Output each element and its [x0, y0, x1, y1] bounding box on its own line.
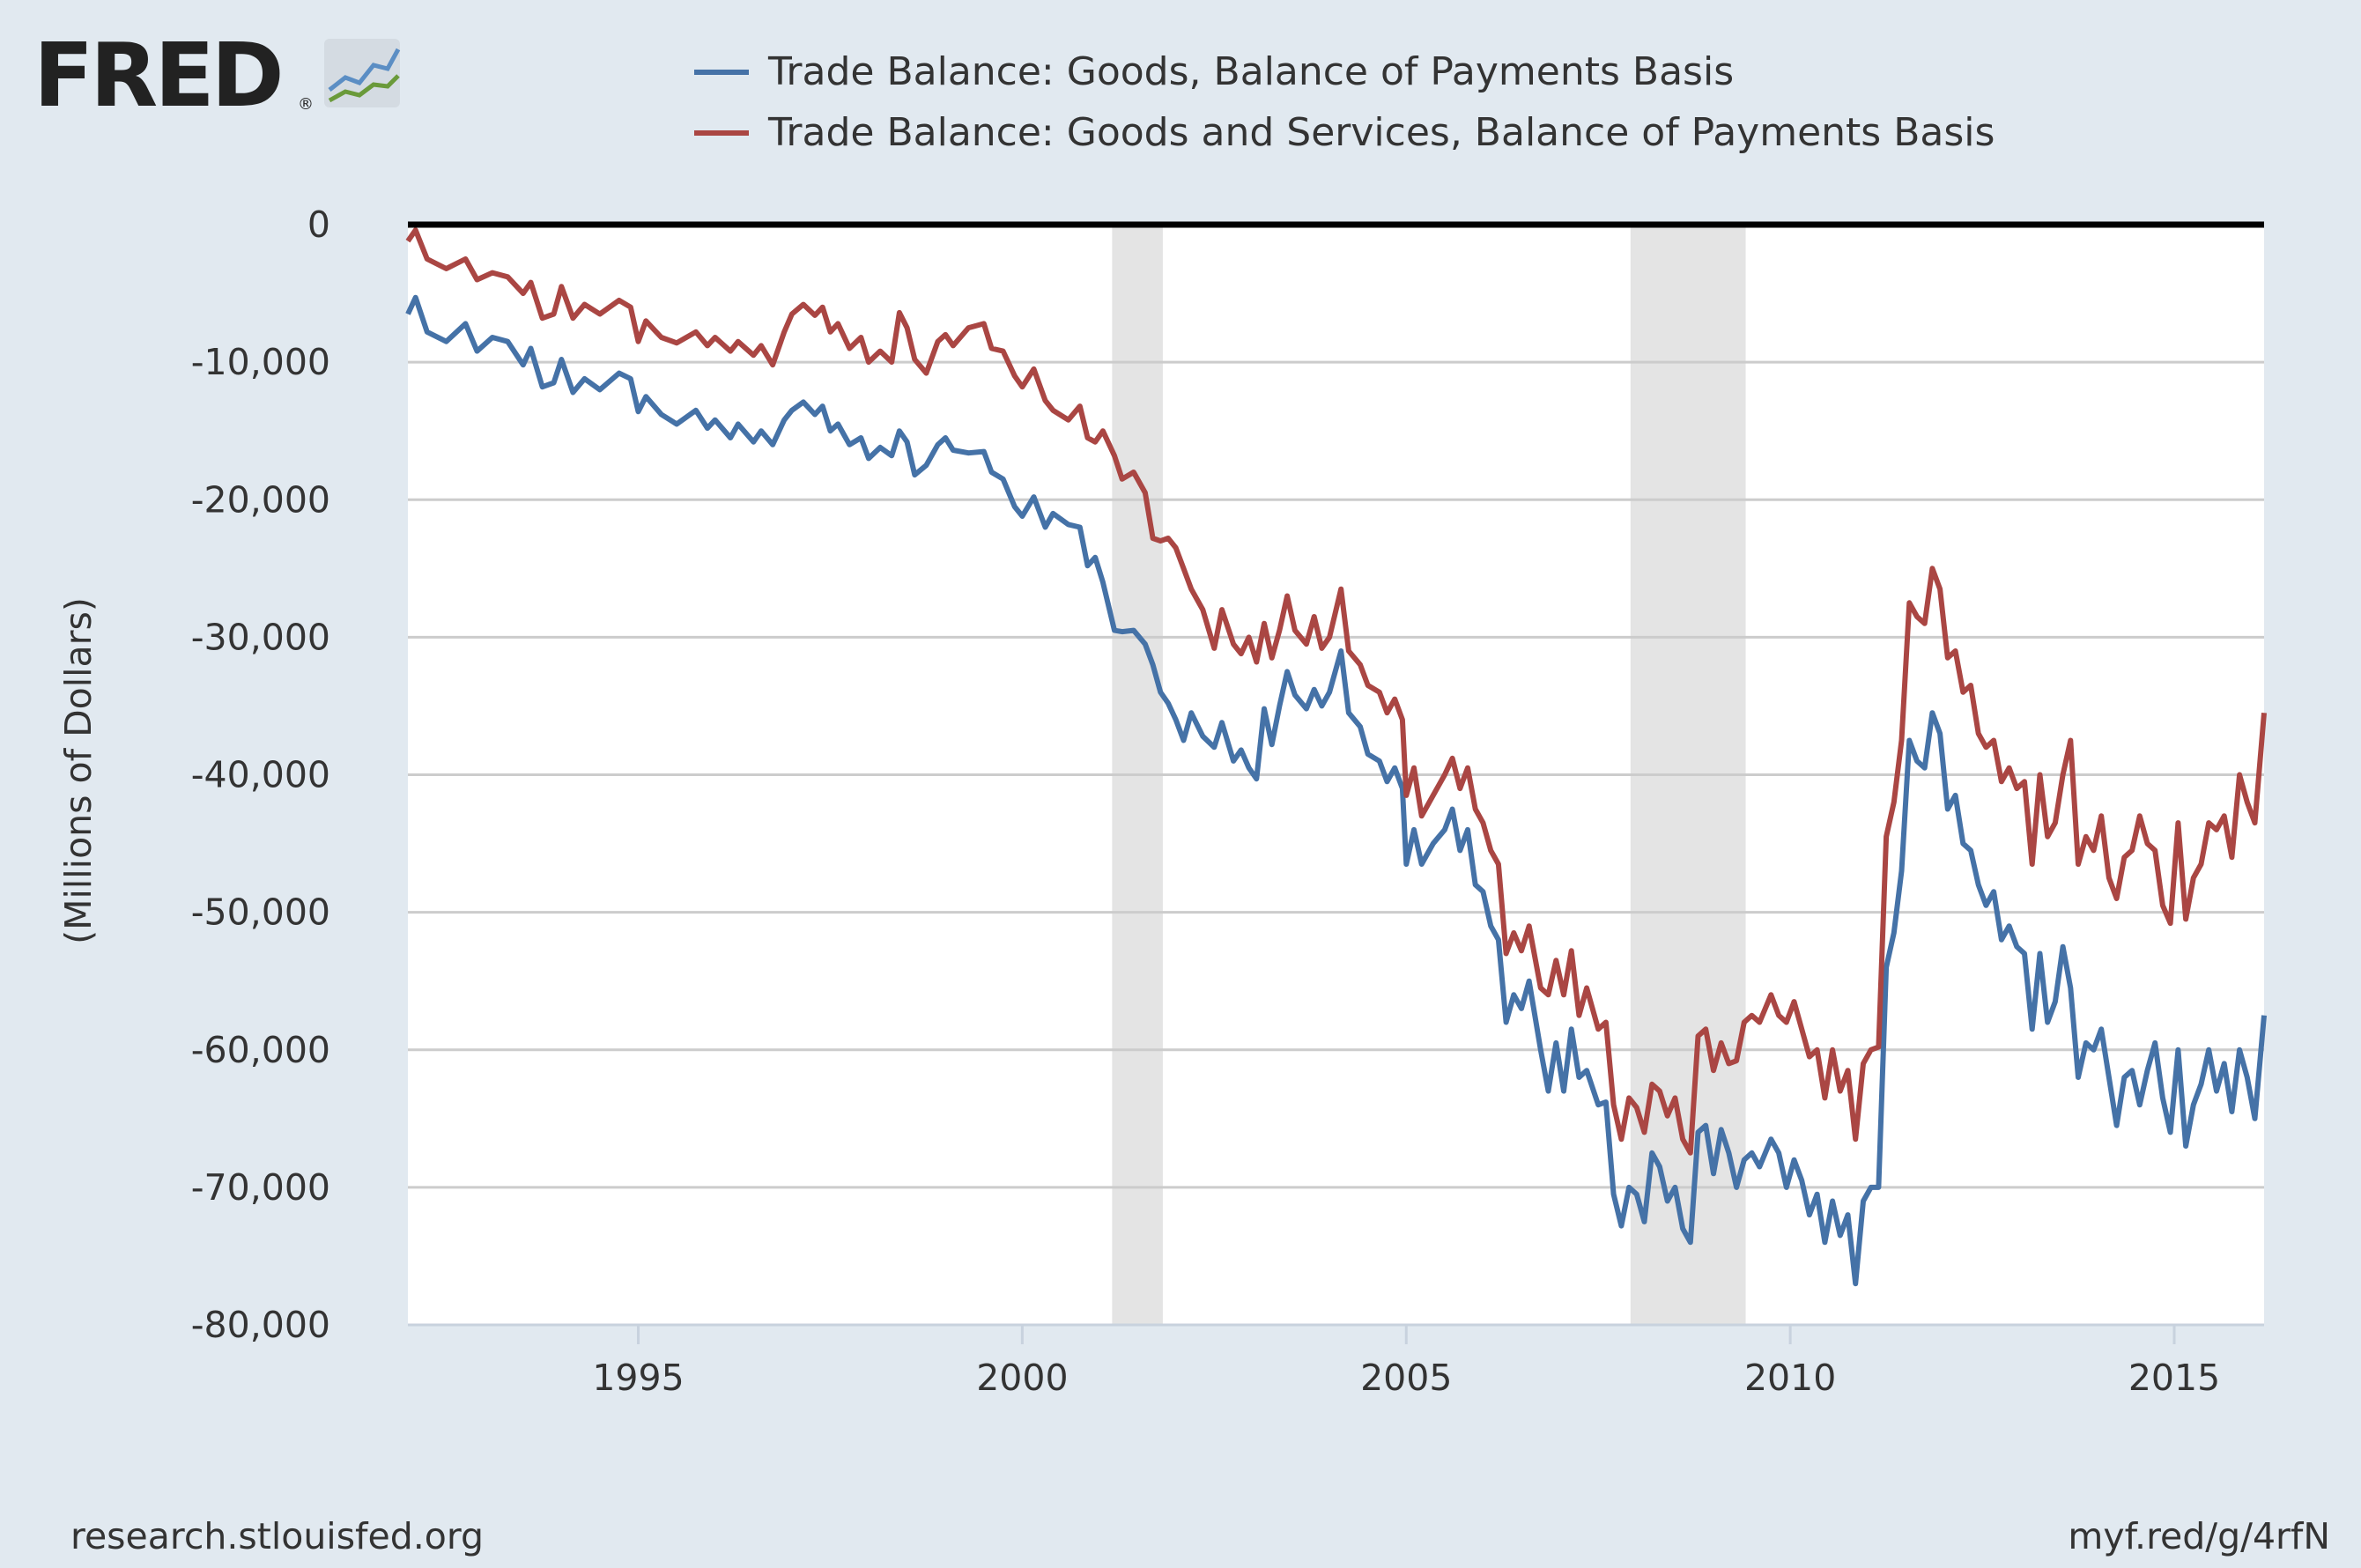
y-axis-title: (Millions of Dollars) [57, 597, 100, 944]
y-tick-label: -40,000 [191, 754, 330, 796]
y-tick-label: -60,000 [191, 1029, 330, 1071]
x-tick-label: 2010 [1744, 1357, 1836, 1399]
y-tick-label: -30,000 [191, 616, 330, 658]
fred-logo[interactable]: FRED ® [33, 24, 401, 127]
plot-area: 0 -10,000 -20,000 -30,000 -40,000 -50,000 -60,… [191, 203, 2267, 1399]
series-line-goods [405, 294, 2267, 1287]
legend-label-goods-services: Trade Balance: Goods and Services, Balan… [767, 110, 1995, 155]
y-tick-label: -80,000 [191, 1304, 330, 1346]
legend-item-goods: Trade Balance: Goods, Balance of Payment… [694, 49, 1734, 94]
legend-item-goods-services: Trade Balance: Goods and Services, Balan… [694, 110, 1995, 155]
series-line-goods-services [405, 227, 2267, 1156]
legend-label-goods: Trade Balance: Goods, Balance of Payment… [767, 49, 1734, 94]
x-tick-label: 2005 [1360, 1357, 1452, 1399]
y-tick-label: -10,000 [191, 341, 330, 383]
y-tick-label: -20,000 [191, 478, 330, 521]
y-tick-label: 0 [307, 203, 330, 246]
x-tick-label: 2000 [976, 1357, 1068, 1399]
fred-chart-icon [324, 39, 401, 107]
fred-logo-text: FRED [33, 24, 281, 127]
registered-mark: ® [298, 95, 314, 114]
x-tick-label: 2015 [2128, 1357, 2220, 1399]
legend: Trade Balance: Goods, Balance of Payment… [694, 49, 1995, 155]
y-tick-label: -70,000 [191, 1166, 330, 1209]
footer-source[interactable]: research.stlouisfed.org [70, 1515, 484, 1557]
footer-short-link[interactable]: myf.red/g/4rfN [2068, 1515, 2330, 1557]
y-tick-label: -50,000 [191, 891, 330, 934]
x-tick-label: 1995 [592, 1357, 684, 1399]
